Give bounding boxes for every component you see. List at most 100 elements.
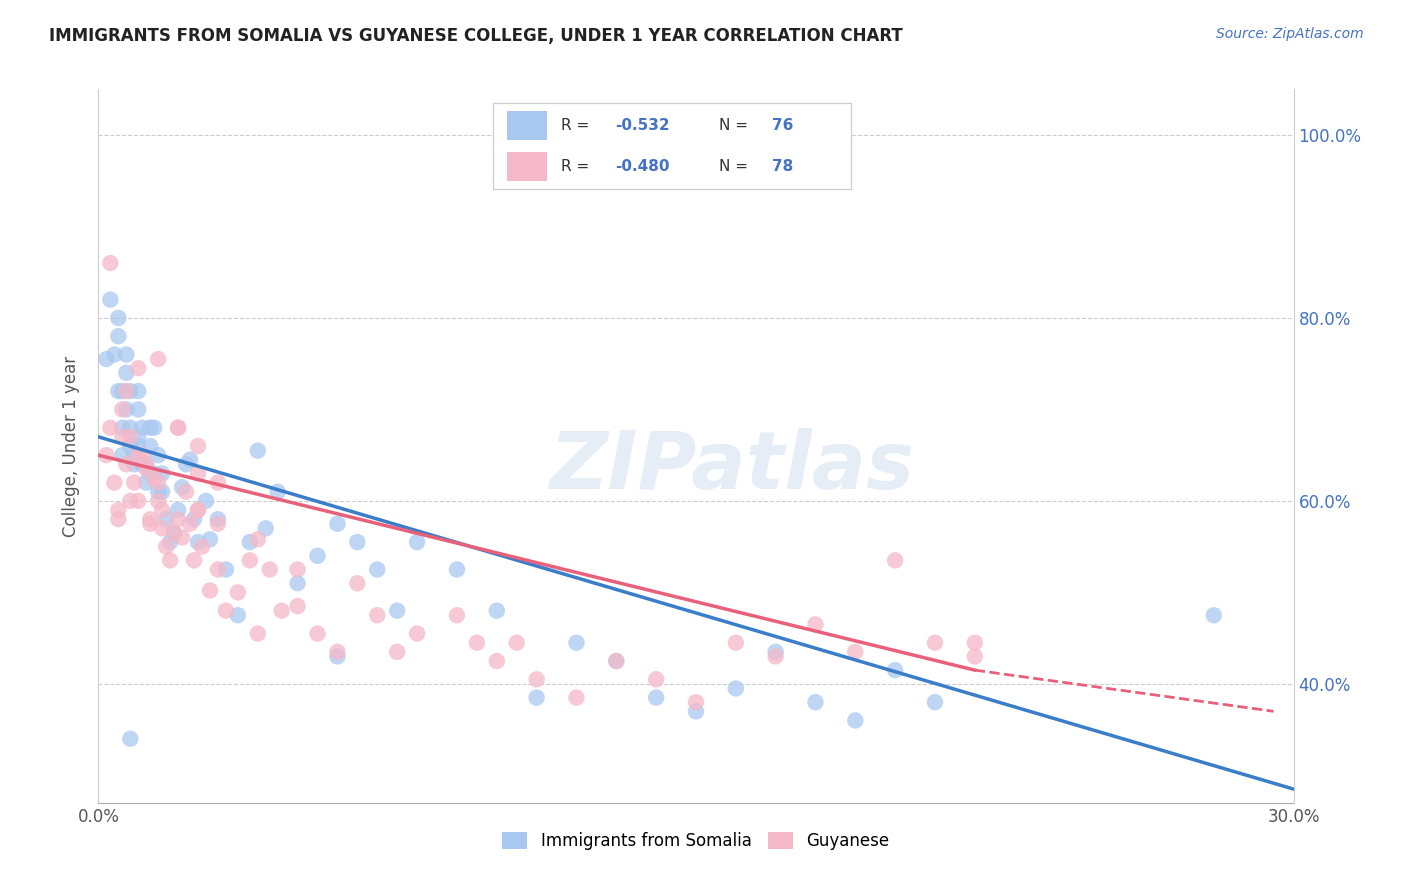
Point <box>195 494 218 508</box>
Point <box>124 475 146 490</box>
Point <box>287 599 309 613</box>
Point <box>155 512 177 526</box>
Point <box>167 420 190 434</box>
Point <box>385 604 409 618</box>
Point <box>172 531 194 545</box>
Point <box>239 535 262 549</box>
Point <box>198 533 221 547</box>
Point <box>127 430 149 444</box>
Point <box>326 649 349 664</box>
Point <box>107 384 129 398</box>
Point <box>346 576 368 591</box>
Point <box>187 439 209 453</box>
Point <box>163 525 186 540</box>
Point <box>111 448 134 462</box>
Point <box>526 673 548 687</box>
Point <box>150 467 173 481</box>
Point <box>120 494 142 508</box>
Point <box>526 690 548 705</box>
Point <box>963 649 986 664</box>
Point <box>115 347 138 361</box>
Point <box>107 503 129 517</box>
Point <box>226 608 249 623</box>
Point <box>207 562 229 576</box>
Point <box>127 439 149 453</box>
Point <box>159 535 181 549</box>
Point <box>143 471 166 485</box>
Point <box>131 458 153 472</box>
Point <box>127 494 149 508</box>
Point <box>135 475 157 490</box>
Point <box>605 654 627 668</box>
Text: Source: ZipAtlas.com: Source: ZipAtlas.com <box>1216 27 1364 41</box>
Point <box>111 430 134 444</box>
Point <box>148 475 170 490</box>
Point <box>198 583 221 598</box>
Point <box>98 293 122 307</box>
Point <box>155 540 177 554</box>
Point <box>366 562 388 576</box>
Point <box>120 420 142 434</box>
Point <box>346 535 368 549</box>
Point <box>963 636 986 650</box>
Point <box>183 553 205 567</box>
Text: IMMIGRANTS FROM SOMALIA VS GUYANESE COLLEGE, UNDER 1 YEAR CORRELATION CHART: IMMIGRANTS FROM SOMALIA VS GUYANESE COLL… <box>49 27 903 45</box>
Point <box>326 516 349 531</box>
Legend: Immigrants from Somalia, Guyanese: Immigrants from Somalia, Guyanese <box>494 824 898 859</box>
Point <box>107 310 129 325</box>
Point <box>270 604 292 618</box>
Point <box>139 439 162 453</box>
Point <box>131 420 153 434</box>
Point <box>115 384 138 398</box>
Point <box>143 420 166 434</box>
Point <box>259 562 281 576</box>
Point <box>135 458 157 472</box>
Point <box>139 516 162 531</box>
Point <box>120 384 142 398</box>
Point <box>385 645 409 659</box>
Point <box>485 604 508 618</box>
Point <box>127 384 149 398</box>
Point <box>174 484 197 499</box>
Point <box>172 480 194 494</box>
Point <box>111 420 134 434</box>
Point <box>884 553 907 567</box>
Point <box>246 443 269 458</box>
Point <box>131 458 153 472</box>
Point <box>159 553 181 567</box>
Point <box>406 626 429 640</box>
Point <box>150 503 173 517</box>
Point <box>287 576 309 591</box>
Point <box>239 553 262 567</box>
Point <box>366 608 388 623</box>
Point <box>107 329 129 343</box>
Point <box>150 521 173 535</box>
Point <box>179 516 201 531</box>
Point <box>287 562 309 576</box>
Point <box>267 484 290 499</box>
Point <box>107 512 129 526</box>
Point <box>307 549 329 563</box>
Point <box>150 484 173 499</box>
Point <box>246 626 269 640</box>
Point <box>215 604 238 618</box>
Point <box>254 521 277 535</box>
Point <box>765 645 787 659</box>
Point <box>111 384 134 398</box>
Point <box>187 535 209 549</box>
Point <box>485 654 508 668</box>
Point <box>215 562 238 576</box>
Point <box>724 636 747 650</box>
Point <box>139 420 162 434</box>
Point <box>174 458 197 472</box>
Point <box>187 467 209 481</box>
Point <box>804 695 827 709</box>
Point <box>120 731 142 746</box>
Point <box>844 714 866 728</box>
Point <box>645 690 668 705</box>
Point <box>565 690 588 705</box>
Point <box>148 484 170 499</box>
Point <box>103 475 125 490</box>
Point <box>127 448 149 462</box>
Point <box>163 525 186 540</box>
